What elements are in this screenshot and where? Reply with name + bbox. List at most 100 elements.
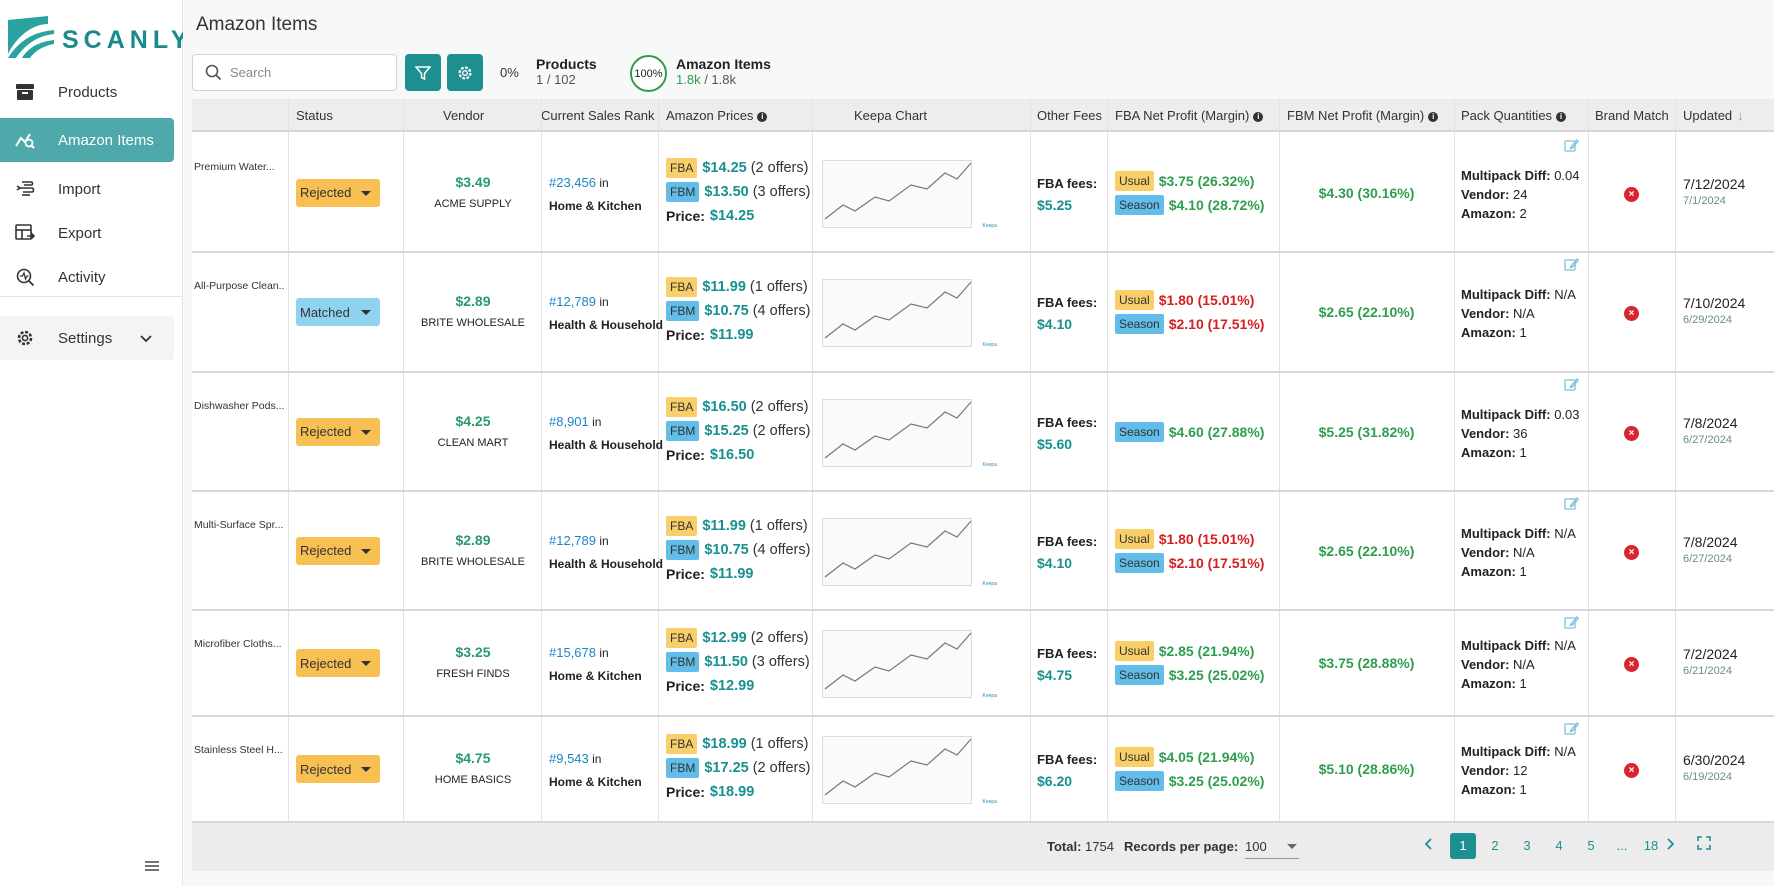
edit-icon[interactable]: [1564, 615, 1580, 635]
edit-icon[interactable]: [1564, 377, 1580, 397]
scanly-logo[interactable]: SCANLY: [4, 14, 188, 60]
fullscreen-button[interactable]: [1691, 833, 1717, 859]
fba-offers[interactable]: (2 offers): [750, 159, 809, 176]
edit-icon[interactable]: [1564, 138, 1580, 158]
status-badge[interactable]: Rejected: [296, 178, 380, 207]
sales-rank-link[interactable]: #12,789: [549, 294, 596, 309]
sidebar-item-activity[interactable]: Activity: [0, 255, 174, 299]
sidebar-item-products[interactable]: Products: [0, 70, 174, 114]
page-5-button[interactable]: 5: [1587, 838, 1595, 853]
sales-rank-link[interactable]: #12,789: [549, 532, 596, 548]
info-icon[interactable]: i: [1556, 111, 1567, 122]
settings-button[interactable]: [447, 54, 483, 91]
fba-offers[interactable]: (1 offers): [749, 517, 808, 534]
fbm-offers[interactable]: (4 offers): [752, 541, 811, 558]
status-badge[interactable]: Rejected: [296, 755, 380, 783]
caret-down-icon: [361, 767, 371, 772]
keepa-chart[interactable]: Keepa: [822, 517, 997, 587]
status-badge[interactable]: Rejected: [296, 649, 380, 677]
column-header-rank[interactable]: Current Sales Rank: [541, 108, 655, 123]
keepa-chart-image[interactable]: Keepa: [822, 159, 997, 229]
sales-rank-link[interactable]: #23,456: [549, 174, 596, 190]
keepa-chart-image[interactable]: Keepa: [822, 630, 997, 699]
keepa-chart[interactable]: Keepa: [822, 159, 997, 229]
page-4-button[interactable]: 4: [1555, 838, 1563, 853]
column-header-brand[interactable]: Brand Match: [1595, 108, 1669, 123]
table-export-icon: [14, 222, 36, 244]
table-row[interactable]: All-Purpose Clean... Matched $2.89 BRITE WH…: [192, 253, 1774, 373]
column-header-updated[interactable]: Updated ↓: [1683, 99, 1744, 132]
keepa-chart[interactable]: Keepa: [822, 736, 997, 805]
sidebar-item-amazon-items[interactable]: Amazon Items: [0, 118, 174, 162]
product-name[interactable]: Stainless Steel H...: [194, 744, 283, 756]
page-3-button[interactable]: 3: [1523, 838, 1531, 853]
fba-offers[interactable]: (2 offers): [750, 398, 809, 415]
fbm-offers[interactable]: (2 offers): [752, 422, 811, 439]
edit-icon[interactable]: [1564, 257, 1580, 277]
fbm-offers[interactable]: (4 offers): [752, 303, 811, 319]
status-badge[interactable]: Matched: [296, 298, 380, 326]
status-dropdown[interactable]: Rejected: [296, 178, 380, 207]
column-header-vendor[interactable]: Vendor: [443, 108, 485, 123]
keepa-chart[interactable]: Keepa: [822, 279, 997, 348]
page-2-button[interactable]: 2: [1491, 838, 1499, 853]
sidebar-item-settings[interactable]: Settings: [0, 316, 174, 360]
status-dropdown[interactable]: Rejected: [296, 755, 380, 783]
sales-rank-link[interactable]: #8,901: [549, 413, 589, 429]
fba-offers[interactable]: (1 offers): [749, 279, 808, 295]
column-header-status[interactable]: Status: [296, 108, 333, 123]
product-name[interactable]: Microfiber Cloths...: [194, 638, 282, 650]
fba-offers[interactable]: (2 offers): [750, 630, 809, 646]
status-badge[interactable]: Rejected: [296, 536, 380, 565]
fbm-offers[interactable]: (3 offers): [751, 654, 810, 670]
sidebar-item-export[interactable]: Export: [0, 211, 174, 255]
table-row[interactable]: Microfiber Cloths... Rejected $3.25 FRESH F…: [192, 611, 1774, 717]
status-dropdown[interactable]: Rejected: [296, 417, 380, 446]
product-name[interactable]: Dishwasher Pods...: [194, 400, 284, 412]
products-stat-count: 1 / 102: [536, 72, 576, 87]
page-1-button[interactable]: 1: [1450, 833, 1476, 859]
product-name[interactable]: All-Purpose Clean...: [194, 280, 284, 292]
column-header-fba-profit[interactable]: FBA Net Profit (Margin) i: [1115, 99, 1264, 132]
column-header-keepa[interactable]: Keepa Chart: [854, 108, 927, 123]
edit-icon[interactable]: [1564, 721, 1580, 741]
prev-page-button[interactable]: [1416, 833, 1442, 859]
price-label: Price:: [666, 678, 705, 694]
product-name[interactable]: Multi-Surface Spr...: [194, 519, 284, 531]
keepa-chart-image[interactable]: Keepa: [822, 736, 997, 805]
status-dropdown[interactable]: Matched: [296, 298, 380, 326]
menu-toggle-icon[interactable]: [145, 856, 159, 877]
keepa-chart-image[interactable]: Keepa: [822, 279, 997, 348]
sales-rank-link[interactable]: #15,678: [549, 645, 596, 660]
filter-button[interactable]: [405, 54, 441, 91]
keepa-chart-image[interactable]: Keepa: [822, 398, 997, 468]
records-per-page-select[interactable]: 100: [1245, 839, 1299, 859]
page-18-button[interactable]: 18: [1643, 838, 1659, 853]
info-icon[interactable]: i: [1428, 111, 1439, 122]
column-header-fbm-profit[interactable]: FBM Net Profit (Margin) i: [1287, 99, 1439, 132]
column-header-fees[interactable]: Other Fees: [1037, 108, 1103, 123]
fba-offers[interactable]: (1 offers): [750, 736, 809, 752]
status-dropdown[interactable]: Rejected: [296, 536, 380, 565]
info-icon[interactable]: i: [1253, 111, 1264, 122]
table-row[interactable]: Multi-Surface Spr... Rejected $2.89 BRITE W…: [192, 492, 1774, 611]
column-header-prices[interactable]: Amazon Prices i: [666, 99, 768, 132]
table-row[interactable]: Dishwasher Pods... Rejected $4.25 CLEAN MAR…: [192, 373, 1774, 492]
edit-icon[interactable]: [1564, 496, 1580, 516]
sidebar-item-import[interactable]: Import: [0, 167, 174, 211]
status-badge[interactable]: Rejected: [296, 417, 380, 446]
table-row[interactable]: Stainless Steel H... Rejected $4.75 HOME BA…: [192, 717, 1774, 823]
fbm-offers[interactable]: (2 offers): [752, 760, 811, 776]
next-page-button[interactable]: [1657, 833, 1683, 859]
status-dropdown[interactable]: Rejected: [296, 649, 380, 677]
keepa-chart[interactable]: Keepa: [822, 398, 997, 468]
keepa-chart-image[interactable]: Keepa: [822, 517, 997, 587]
product-name[interactable]: Premium Water...: [194, 161, 275, 173]
fbm-offers[interactable]: (3 offers): [752, 183, 811, 200]
info-icon[interactable]: i: [757, 111, 768, 122]
search-input[interactable]: Search: [192, 54, 397, 91]
keepa-chart[interactable]: Keepa: [822, 630, 997, 699]
column-header-pack[interactable]: Pack Quantities i: [1461, 99, 1567, 132]
table-row[interactable]: Premium Water... Rejected $3.49 ACME SUPPLY…: [192, 134, 1774, 253]
sales-rank-link[interactable]: #9,543: [549, 751, 589, 766]
